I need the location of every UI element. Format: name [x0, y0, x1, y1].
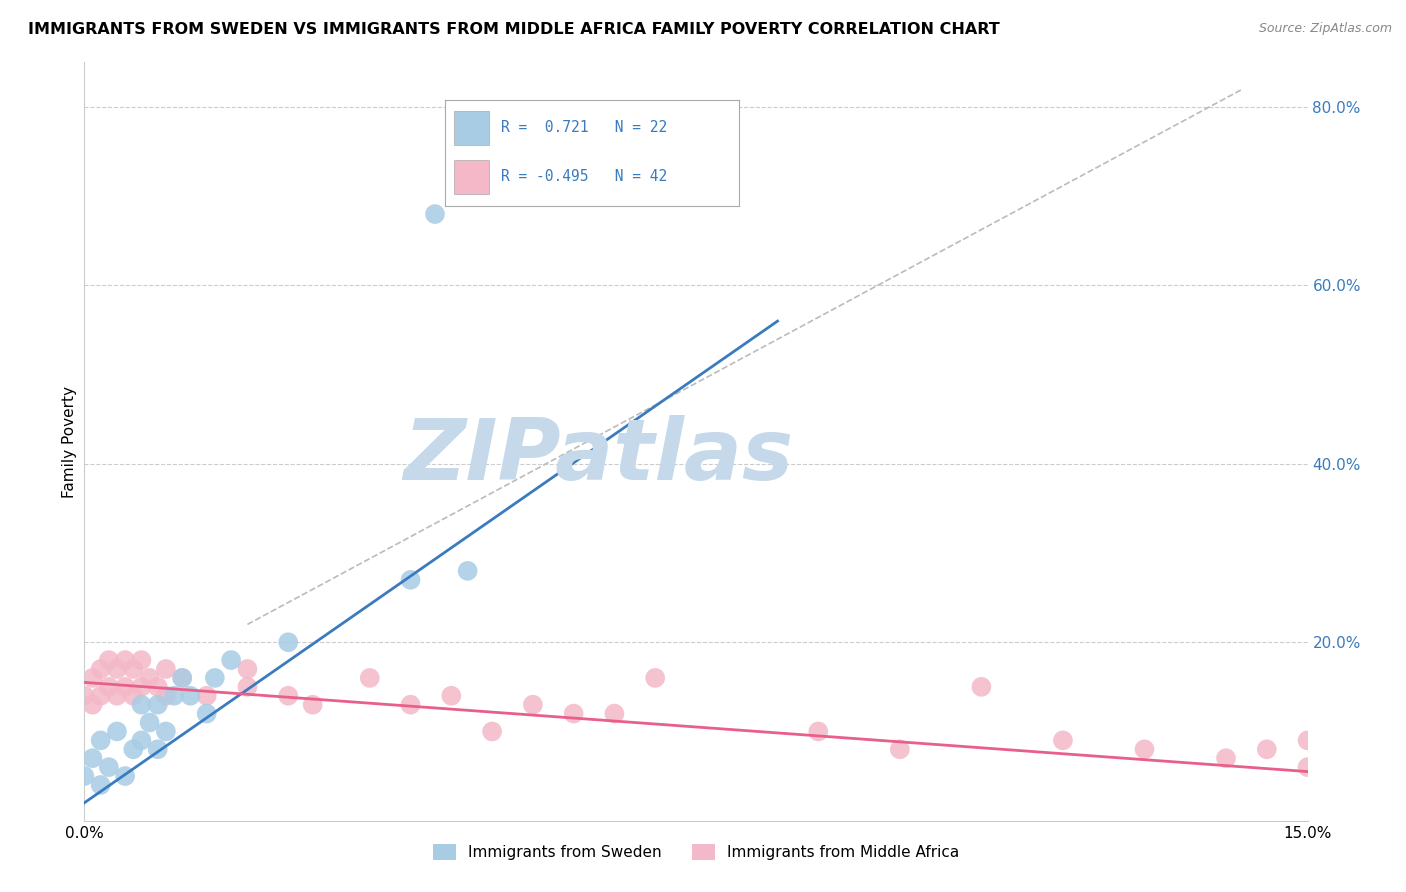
Point — [440, 689, 463, 703]
Point — [122, 662, 145, 676]
Point — [1256, 742, 1278, 756]
Point — [172, 671, 194, 685]
Point — [359, 671, 381, 685]
Point — [1052, 733, 1074, 747]
Point — [97, 760, 120, 774]
Point — [481, 724, 503, 739]
Point — [146, 742, 169, 756]
Point — [155, 689, 177, 703]
Point — [73, 769, 96, 783]
Point — [603, 706, 626, 721]
Point — [399, 573, 422, 587]
Point — [1133, 742, 1156, 756]
Point — [399, 698, 422, 712]
Point — [807, 724, 830, 739]
Point — [195, 689, 218, 703]
Y-axis label: Family Poverty: Family Poverty — [62, 385, 77, 498]
Point — [1296, 760, 1319, 774]
Point — [138, 671, 160, 685]
Point — [82, 671, 104, 685]
Text: IMMIGRANTS FROM SWEDEN VS IMMIGRANTS FROM MIDDLE AFRICA FAMILY POVERTY CORRELATI: IMMIGRANTS FROM SWEDEN VS IMMIGRANTS FRO… — [28, 22, 1000, 37]
Point — [97, 653, 120, 667]
Text: Source: ZipAtlas.com: Source: ZipAtlas.com — [1258, 22, 1392, 36]
Point — [423, 207, 446, 221]
Point — [179, 689, 201, 703]
Point — [562, 706, 585, 721]
Point — [219, 653, 242, 667]
Point — [114, 769, 136, 783]
Point — [131, 653, 153, 667]
Point — [195, 706, 218, 721]
Point — [889, 742, 911, 756]
Point — [131, 680, 153, 694]
Point — [138, 715, 160, 730]
Point — [522, 698, 544, 712]
Point — [122, 742, 145, 756]
Point — [172, 671, 194, 685]
Point — [163, 689, 186, 703]
Point — [97, 680, 120, 694]
Point — [146, 680, 169, 694]
Point — [204, 671, 226, 685]
Point — [105, 689, 128, 703]
Point — [457, 564, 479, 578]
Point — [155, 724, 177, 739]
Point — [131, 698, 153, 712]
Point — [131, 733, 153, 747]
Point — [73, 689, 96, 703]
Legend: Immigrants from Sweden, Immigrants from Middle Africa: Immigrants from Sweden, Immigrants from … — [426, 838, 966, 866]
Point — [1215, 751, 1237, 765]
Point — [236, 662, 259, 676]
Text: ZIPatlas: ZIPatlas — [404, 415, 793, 499]
Point — [1296, 733, 1319, 747]
Point — [90, 733, 112, 747]
Point — [114, 653, 136, 667]
Point — [114, 680, 136, 694]
Point — [970, 680, 993, 694]
Point — [122, 689, 145, 703]
Point — [644, 671, 666, 685]
Point — [82, 751, 104, 765]
Point — [105, 724, 128, 739]
Point — [146, 698, 169, 712]
Point — [90, 662, 112, 676]
Point — [236, 680, 259, 694]
Point — [82, 698, 104, 712]
Point — [90, 689, 112, 703]
Point — [277, 689, 299, 703]
Point — [155, 662, 177, 676]
Point — [277, 635, 299, 649]
Point — [105, 662, 128, 676]
Point — [301, 698, 323, 712]
Point — [90, 778, 112, 792]
